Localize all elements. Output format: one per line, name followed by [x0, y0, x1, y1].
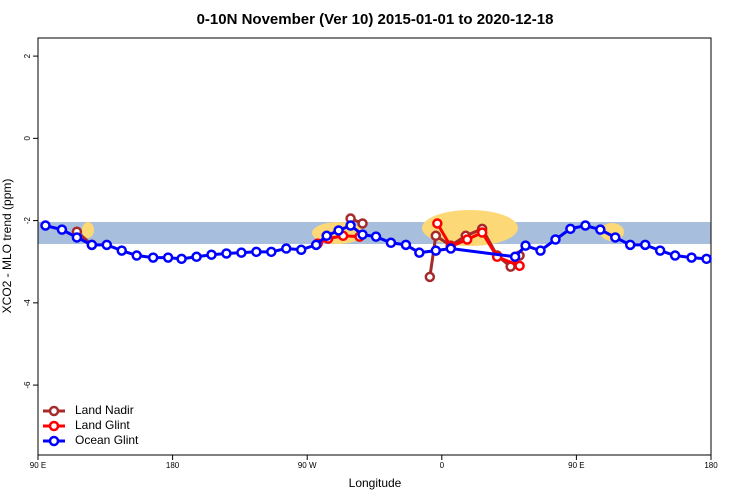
data-point: [550, 234, 561, 245]
series-line: [317, 234, 360, 245]
y-axis-label: XCO2 - MLO trend (ppm): [0, 179, 14, 314]
y-tick-label: -2: [23, 216, 32, 224]
data-point: [520, 240, 531, 251]
x-axis-label: Longitude: [349, 476, 402, 490]
data-point: [221, 248, 232, 259]
data-point: [321, 230, 332, 242]
data-point: [424, 271, 436, 283]
data-point: [535, 245, 546, 256]
data-point: [86, 239, 98, 251]
data-point: [476, 227, 488, 238]
data-point: [295, 244, 307, 256]
data-point: [595, 224, 606, 235]
data-point: [400, 239, 412, 251]
data-point: [236, 247, 247, 258]
data-point: [580, 220, 591, 231]
data-point: [565, 223, 576, 235]
data-point: [131, 250, 142, 261]
data-point: [71, 232, 83, 243]
data-point: [624, 239, 636, 251]
data-point: [101, 239, 113, 251]
data-point: [686, 252, 697, 263]
data-point: [654, 245, 666, 256]
data-point: [251, 246, 262, 258]
data-point: [310, 239, 322, 251]
data-point: [610, 232, 621, 243]
y-tick-label: 0: [23, 136, 32, 141]
legend-swatch-point: [48, 405, 60, 417]
data-point: [514, 260, 525, 272]
data-point: [162, 252, 174, 263]
legend-swatch-point: [48, 435, 60, 447]
data-point: [333, 225, 344, 236]
x-tick-label: 90 W: [298, 461, 317, 470]
chart-title: 0-10N November (Ver 10) 2015-01-01 to 20…: [197, 11, 554, 28]
y-tick-label: -4: [23, 299, 32, 307]
x-tick-label: 0: [440, 461, 445, 470]
legend-label: Land Nadir: [75, 403, 134, 417]
data-point: [281, 243, 292, 254]
x-tick-label: 180: [704, 461, 718, 470]
data-point: [357, 218, 368, 229]
y-tick-label: 2: [23, 53, 32, 58]
data-point: [357, 229, 368, 240]
data-point: [56, 224, 68, 235]
data-point: [116, 245, 128, 256]
data-point: [40, 220, 51, 231]
data-point: [461, 234, 473, 245]
data-point: [414, 247, 425, 258]
x-tick-label: 90 E: [568, 461, 584, 470]
data-point: [147, 252, 159, 263]
data-point: [370, 231, 382, 242]
legend-swatch-point: [48, 420, 60, 432]
data-point: [191, 251, 202, 263]
x-tick-label: 180: [166, 461, 180, 470]
y-tick-label: -6: [23, 381, 32, 389]
legend-label: Ocean Glint: [75, 433, 139, 447]
data-point: [509, 251, 521, 263]
data-point: [669, 250, 681, 261]
legend-label: Land Glint: [75, 418, 130, 432]
data-point: [176, 253, 187, 265]
data-point: [430, 245, 442, 256]
data-point: [639, 239, 651, 251]
data-point: [206, 249, 217, 260]
data-point: [385, 237, 397, 249]
data-point: [701, 253, 712, 265]
data-point: [432, 218, 443, 229]
x-tick-label: 90 E: [30, 461, 46, 470]
plot-frame: [37, 37, 712, 456]
data-point: [266, 246, 277, 258]
data-point: [445, 243, 457, 254]
data-point: [430, 230, 442, 242]
data-point: [345, 220, 356, 231]
